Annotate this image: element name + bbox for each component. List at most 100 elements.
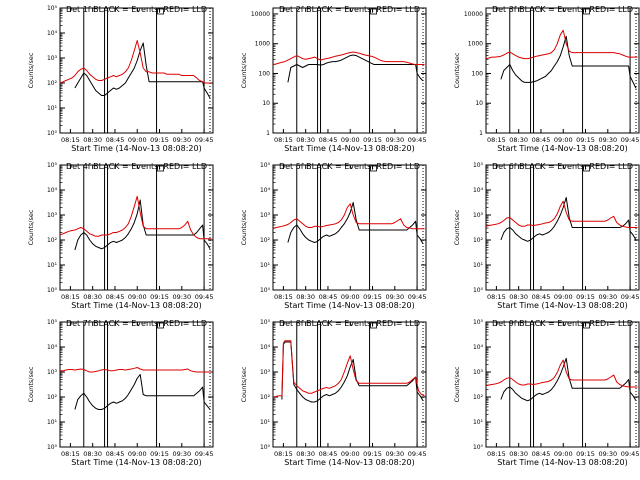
x-tick-label: 09:15 xyxy=(576,293,595,301)
x-tick-label: 08:15 xyxy=(274,136,293,144)
x-tick-label: 09:45 xyxy=(408,450,427,458)
plot-frame xyxy=(59,321,214,448)
lld-series-line xyxy=(59,195,212,240)
x-tick-label: 09:15 xyxy=(363,450,382,458)
y-tick-label: 10¹ xyxy=(260,262,271,269)
y-tick-label: 1000 xyxy=(468,41,483,48)
events-series-line xyxy=(287,202,424,245)
y-tick-label: 10⁰ xyxy=(473,444,484,451)
panel-title: Det 9f BLACK = Events, RED = LLD xyxy=(492,319,633,328)
x-tick-label: 08:30 xyxy=(83,136,102,144)
x-tick-label: 09:00 xyxy=(554,136,573,144)
detector-panel-5: 08:15 08:30 08:45 09:00 09:15 09:30 09:45 10⁰ 10… xyxy=(240,162,427,310)
x-tick-label: 08:15 xyxy=(61,136,80,144)
y-tick-label: 10³ xyxy=(260,369,271,376)
x-tick-label: 08:30 xyxy=(509,136,528,144)
top-square-marker xyxy=(157,165,164,172)
y-axis-label: Counts/sec xyxy=(453,52,461,88)
y-tick-label: 10⁴ xyxy=(260,344,271,351)
y-tick-label: 10⁵ xyxy=(260,319,271,326)
lld-series-line xyxy=(272,203,425,230)
panel-title: Det 2f BLACK = Events, RED = LLD xyxy=(279,5,420,14)
y-tick-label: 10⁵ xyxy=(260,162,271,169)
x-tick-label: 09:15 xyxy=(363,293,382,301)
detector-panel-3: 08:15 08:30 08:45 09:00 09:15 09:30 09:45 1 10 10… xyxy=(453,5,640,153)
y-tick-label: 10² xyxy=(47,80,58,87)
detector-panel-9: 08:15 08:30 08:45 09:00 09:15 09:30 09:45 10⁰ 10… xyxy=(453,319,640,467)
x-tick-label: 09:45 xyxy=(408,293,427,301)
x-axis-label: Start Time (14-Nov-13 08:08:20) xyxy=(71,458,201,467)
y-axis-label: Counts/sec xyxy=(240,52,248,88)
y-tick-label: 10³ xyxy=(47,212,58,219)
detector-panel-6: 08:15 08:30 08:45 09:00 09:15 09:30 09:45 10⁰ 10… xyxy=(453,162,640,310)
x-tick-label: 09:30 xyxy=(172,293,191,301)
x-tick-label: 08:45 xyxy=(319,136,338,144)
x-tick-label: 08:45 xyxy=(106,293,125,301)
top-square-marker xyxy=(370,8,377,15)
y-axis-label: Counts/sec xyxy=(453,366,461,402)
detector-panel-1: 08:15 08:30 08:45 09:00 09:15 09:30 09:45 10⁰ 10… xyxy=(27,5,214,153)
y-tick-label: 10⁰ xyxy=(260,444,271,451)
x-tick-label: 08:45 xyxy=(319,293,338,301)
y-tick-label: 100 xyxy=(259,70,271,77)
plot-frame xyxy=(485,7,640,134)
x-tick-label: 09:15 xyxy=(150,450,169,458)
y-axis-label: Counts/sec xyxy=(27,366,35,402)
y-tick-label: 10² xyxy=(473,237,484,244)
y-tick-label: 10³ xyxy=(260,212,271,219)
x-tick-label: 08:30 xyxy=(296,136,315,144)
y-tick-label: 10⁵ xyxy=(47,162,58,169)
y-tick-label: 10⁴ xyxy=(473,344,484,351)
x-tick-label: 08:45 xyxy=(106,136,125,144)
x-tick-label: 08:30 xyxy=(296,450,315,458)
x-tick-label: 08:45 xyxy=(532,450,551,458)
x-axis-label: Start Time (14-Nov-13 08:08:20) xyxy=(284,301,414,310)
y-tick-label: 10⁰ xyxy=(47,444,58,451)
y-tick-label: 10⁵ xyxy=(47,319,58,326)
plot-frame xyxy=(485,164,640,291)
x-tick-label: 09:15 xyxy=(363,136,382,144)
y-tick-label: 10¹ xyxy=(473,262,484,269)
x-tick-label: 09:30 xyxy=(598,450,617,458)
x-tick-label: 09:45 xyxy=(621,136,640,144)
y-tick-label: 10² xyxy=(47,394,58,401)
plot-frame xyxy=(59,7,214,134)
events-series-line xyxy=(281,341,424,403)
y-tick-label: 10² xyxy=(260,237,271,244)
x-tick-label: 09:45 xyxy=(195,293,214,301)
y-tick-label: 10¹ xyxy=(260,419,271,426)
lld-series-line xyxy=(485,200,638,228)
y-tick-label: 10 xyxy=(475,100,483,107)
y-tick-label: 10000 xyxy=(251,11,270,18)
detector-panel-7: 08:15 08:30 08:45 09:00 09:15 09:30 09:45 10⁰ 10… xyxy=(27,319,214,467)
x-tick-label: 09:15 xyxy=(150,136,169,144)
x-tick-label: 08:45 xyxy=(532,293,551,301)
y-tick-label: 10⁵ xyxy=(47,5,58,12)
detector-panel-8: 08:15 08:30 08:45 09:00 09:15 09:30 09:45 10⁰ 10… xyxy=(240,319,427,467)
x-tick-label: 08:15 xyxy=(487,136,506,144)
x-tick-label: 08:30 xyxy=(296,293,315,301)
y-axis-label: Counts/sec xyxy=(453,209,461,245)
events-series-line xyxy=(500,197,637,242)
x-tick-label: 09:00 xyxy=(554,450,573,458)
x-tick-label: 08:45 xyxy=(532,136,551,144)
x-tick-label: 08:30 xyxy=(509,450,528,458)
x-tick-label: 09:00 xyxy=(341,293,360,301)
x-tick-label: 08:45 xyxy=(106,450,125,458)
x-tick-label: 09:45 xyxy=(621,450,640,458)
y-tick-label: 10² xyxy=(473,394,484,401)
y-tick-label: 10¹ xyxy=(47,419,58,426)
y-tick-label: 10² xyxy=(260,394,271,401)
x-tick-label: 09:15 xyxy=(150,293,169,301)
x-tick-label: 08:15 xyxy=(487,450,506,458)
x-axis-label: Start Time (14-Nov-13 08:08:20) xyxy=(71,301,201,310)
y-tick-label: 1 xyxy=(266,130,270,137)
y-tick-label: 10⁵ xyxy=(473,319,484,326)
y-tick-label: 10³ xyxy=(47,55,58,62)
x-tick-label: 09:00 xyxy=(128,293,147,301)
detector-panel-4: 08:15 08:30 08:45 09:00 09:15 09:30 09:45 10⁰ 10… xyxy=(27,162,214,310)
x-tick-label: 08:15 xyxy=(274,293,293,301)
panel-title: Det 4f BLACK = Events, RED = LLD xyxy=(66,162,207,171)
y-tick-label: 10² xyxy=(47,237,58,244)
